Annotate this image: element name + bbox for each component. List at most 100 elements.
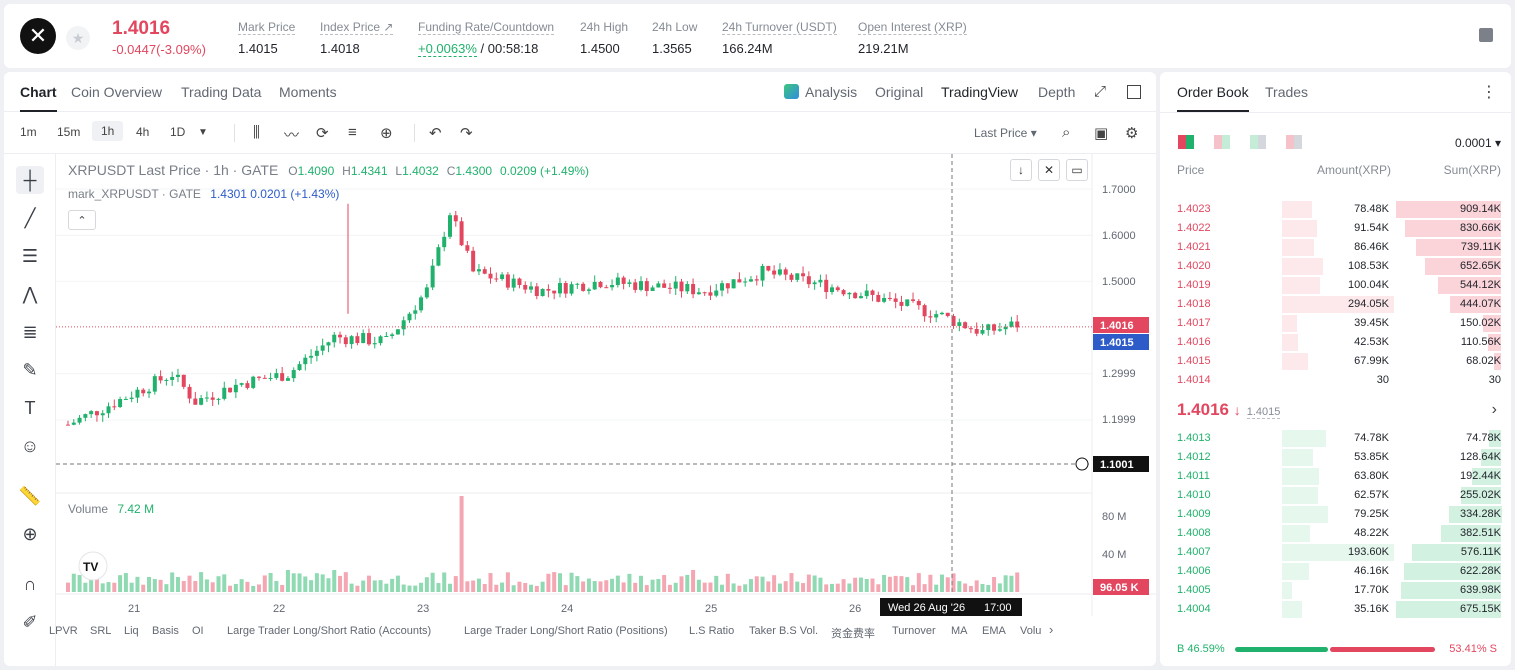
view-original[interactable]: Original: [875, 84, 924, 100]
volume-bar: [650, 579, 655, 592]
view-both-icon[interactable]: [1178, 135, 1194, 149]
precision-select[interactable]: 0.0001 ▾: [1454, 136, 1501, 150]
tab-trades[interactable]: Trades: [1265, 84, 1309, 100]
ruler-icon[interactable]: 📏: [18, 485, 42, 506]
candle-type-icon[interactable]: ⫼: [253, 124, 260, 141]
ask-row[interactable]: 1.4016 42.53K 110.56K: [1160, 333, 1511, 352]
indicator-taker-vol[interactable]: Taker B.S Vol.: [749, 625, 819, 637]
more-icon[interactable]: ⋮: [1481, 84, 1497, 101]
indicator-liq[interactable]: Liq: [124, 625, 139, 637]
indicator-basis[interactable]: Basis: [152, 625, 179, 637]
crosshair-icon[interactable]: ┼: [16, 166, 44, 194]
chevron-right-icon[interactable]: ›: [1049, 622, 1054, 637]
tab-chart[interactable]: Chart: [20, 84, 57, 112]
stat-index-price[interactable]: Index Price ↗ 1.4018: [320, 20, 394, 56]
indicator-ls-ratio[interactable]: L.S Ratio: [689, 625, 735, 637]
bid-row[interactable]: 1.4013 74.78K 74.78K: [1160, 429, 1511, 448]
pencil-lock-icon[interactable]: ✐: [22, 611, 38, 632]
view-trades-icon[interactable]: [1286, 135, 1302, 149]
trendline-icon[interactable]: ╱: [24, 207, 36, 228]
view-depth[interactable]: Depth: [1038, 84, 1076, 100]
stat-24h-turnover[interactable]: 24h Turnover (USDT) 166.24M: [722, 20, 837, 56]
indicator-funding-rate[interactable]: 资金费率: [831, 628, 875, 640]
collapse-legend-button[interactable]: ⌃: [68, 210, 96, 230]
pattern-icon[interactable]: ⋀: [22, 283, 38, 304]
indicator-ema[interactable]: EMA: [982, 625, 1006, 637]
bid-row[interactable]: 1.4007 193.60K 576.11K: [1160, 543, 1511, 562]
tab-coin-overview[interactable]: Coin Overview: [71, 84, 163, 100]
interval-1m[interactable]: 1m: [20, 125, 37, 139]
window-icon[interactable]: [1127, 85, 1141, 99]
bid-row[interactable]: 1.4004 35.16K 675.15K: [1160, 600, 1511, 619]
indicator-ma[interactable]: MA: [951, 625, 968, 637]
ask-row[interactable]: 1.4021 86.46K 739.11K: [1160, 238, 1511, 257]
ask-row[interactable]: 1.4019 100.04K 544.12K: [1160, 276, 1511, 295]
template-icon[interactable]: ≡: [348, 124, 357, 141]
interval-1d[interactable]: 1D: [170, 125, 186, 139]
indicator-srl[interactable]: SRL: [90, 625, 112, 637]
add-indicator-icon[interactable]: ⊕: [380, 125, 393, 142]
bid-row[interactable]: 1.4006 46.16K 622.28K: [1160, 562, 1511, 581]
chevron-down-icon[interactable]: ▼: [198, 127, 208, 138]
fullscreen-button[interactable]: ▭: [1066, 159, 1088, 181]
ask-row[interactable]: 1.4022 91.54K 830.66K: [1160, 219, 1511, 238]
indicator-large-trader-positions[interactable]: Large Trader Long/Short Ratio (Positions…: [464, 625, 668, 637]
search-icon[interactable]: ⌕: [1062, 124, 1071, 141]
bid-row[interactable]: 1.4011 63.80K 192.44K: [1160, 467, 1511, 486]
indicator-icon[interactable]: 〰: [284, 127, 300, 144]
bid-row[interactable]: 1.4009 79.25K 334.28K: [1160, 505, 1511, 524]
undo-icon[interactable]: ↶: [429, 125, 442, 142]
stat-funding-rate[interactable]: Funding Rate/Countdown +0.0063% / 00:58:…: [418, 20, 555, 57]
view-bids-icon[interactable]: [1250, 135, 1266, 149]
brush-icon[interactable]: ✎: [22, 359, 38, 380]
interval-15m[interactable]: 15m: [57, 125, 81, 139]
view-asks-icon[interactable]: [1214, 135, 1230, 149]
bid-row[interactable]: 1.4008 48.22K 382.51K: [1160, 524, 1511, 543]
interval-1h[interactable]: 1h: [92, 121, 124, 141]
view-analysis[interactable]: Analysis: [784, 84, 857, 100]
text-icon[interactable]: T: [24, 397, 36, 418]
last-price-select[interactable]: Last Price ▾: [974, 126, 1037, 140]
bid-row[interactable]: 1.4010 62.57K 255.02K: [1160, 486, 1511, 505]
tab-order-book[interactable]: Order Book: [1177, 84, 1249, 112]
redo-icon[interactable]: ↷: [460, 125, 473, 142]
ask-row[interactable]: 1.4014 30 30: [1160, 371, 1511, 390]
emoji-icon[interactable]: ☺: [20, 435, 40, 456]
camera-icon[interactable]: ▣: [1094, 125, 1109, 142]
candlestick-svg[interactable]: 1.7000 1.6000 1.5000 1.2999 1.1999 1.4016 1.40…: [56, 154, 1156, 616]
ask-row[interactable]: 1.4017 39.45K 150.02K: [1160, 314, 1511, 333]
chevron-right-icon[interactable]: ›: [1491, 401, 1497, 418]
ask-row[interactable]: 1.4020 108.53K 652.65K: [1160, 257, 1511, 276]
indicator-turnover[interactable]: Turnover: [892, 625, 936, 637]
indicator-large-trader-accounts[interactable]: Large Trader Long/Short Ratio (Accounts): [227, 625, 432, 637]
funding-rate-value: +0.0063%: [418, 41, 477, 57]
magnet-icon[interactable]: ∩: [23, 573, 37, 594]
bid-row[interactable]: 1.4005 17.70K 639.98K: [1160, 581, 1511, 600]
arrow-down-button[interactable]: ↓: [1010, 159, 1032, 181]
candle-body: [789, 274, 794, 280]
ask-row[interactable]: 1.4023 78.48K 909.14K: [1160, 200, 1511, 219]
view-tradingview[interactable]: TradingView: [941, 84, 1019, 100]
book-icon[interactable]: [1479, 28, 1493, 42]
indicator-lpvr[interactable]: LPVR: [49, 625, 78, 637]
refresh-icon[interactable]: ⟳: [316, 125, 329, 142]
tab-moments[interactable]: Moments: [279, 84, 337, 100]
fib-icon[interactable]: ≣: [22, 321, 38, 342]
interval-4h[interactable]: 4h: [136, 125, 150, 139]
bid-row[interactable]: 1.4012 53.85K 128.64K: [1160, 448, 1511, 467]
tab-trading-data[interactable]: Trading Data: [181, 84, 262, 100]
stat-open-interest[interactable]: Open Interest (XRP) 219.21M: [858, 20, 967, 56]
favorite-star-icon[interactable]: ★: [66, 26, 90, 50]
indicator-volume[interactable]: Volu: [1020, 625, 1042, 637]
gear-icon[interactable]: ⚙: [1125, 125, 1139, 142]
volume-bar: [123, 573, 128, 592]
horizontal-lines-icon[interactable]: ☰: [21, 245, 39, 266]
expand-icon[interactable]: ⤢: [1094, 83, 1107, 100]
ask-row[interactable]: 1.4018 294.05K 444.07K: [1160, 295, 1511, 314]
indicator-oi[interactable]: OI: [192, 625, 204, 637]
stat-mark-price[interactable]: Mark Price 1.4015: [238, 20, 296, 56]
collapse-arrows-button[interactable]: ✕: [1038, 159, 1060, 181]
price-chart[interactable]: 1.7000 1.6000 1.5000 1.2999 1.1999 1.4016 1.40…: [56, 154, 1156, 666]
zoom-icon[interactable]: ⊕: [22, 523, 38, 544]
ask-row[interactable]: 1.4015 67.99K 68.02K: [1160, 352, 1511, 371]
